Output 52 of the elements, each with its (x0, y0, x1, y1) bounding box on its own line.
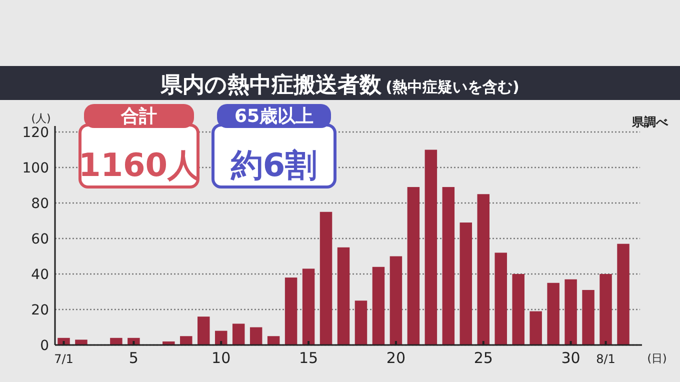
box-elderly: 65歳以上 約6割 (212, 104, 336, 188)
x-tick-label: 25 (474, 349, 493, 367)
y-tick-label: 60 (31, 232, 49, 248)
bar (494, 252, 507, 345)
bar (214, 330, 228, 345)
bar (354, 300, 368, 345)
x-tick-label: 15 (298, 349, 318, 367)
bar (530, 311, 542, 345)
text: 県調べ (631, 115, 669, 129)
y-tick-label: 20 (31, 302, 49, 318)
y-axis-title: (人) (31, 112, 51, 125)
x-tick-label: 30 (561, 349, 580, 367)
bar (600, 274, 612, 345)
bar (110, 338, 122, 345)
bar (372, 266, 385, 345)
x-axis-title: (日) (647, 352, 667, 365)
bar (477, 194, 490, 345)
bar (460, 222, 472, 345)
bar (424, 150, 438, 345)
annotation: 1160人 (78, 146, 201, 184)
bar (337, 247, 350, 345)
bar (232, 324, 245, 345)
y-tick-label: 80 (31, 196, 49, 212)
box-total: 合計 1160人 (78, 104, 200, 188)
chart-title: 県内の熱中症搬送者数 (160, 73, 383, 98)
x-tick-label: 10 (212, 349, 231, 367)
x-tick-label: 20 (386, 349, 406, 367)
bar (407, 187, 420, 345)
bar (250, 327, 262, 345)
y-tick-label: 0 (40, 338, 49, 354)
bar (320, 212, 332, 345)
y-tick-label: 40 (31, 267, 49, 283)
bar (284, 278, 298, 345)
bar (512, 274, 524, 345)
bar (390, 256, 402, 345)
chart-subtitle: (熱中症疑いを含む) (386, 78, 520, 96)
x-tick-label: 7/1 (54, 352, 74, 366)
bar (442, 187, 455, 345)
bar (267, 336, 280, 345)
bar (582, 290, 594, 345)
x-tick-label: 8/1 (596, 352, 616, 366)
bar (547, 282, 560, 345)
annotation: 約6割 (230, 146, 318, 184)
bar (564, 279, 577, 345)
bar (302, 268, 315, 345)
y-tick-label: 120 (22, 125, 49, 141)
y-tick-label: 100 (22, 160, 49, 176)
bar (180, 336, 192, 345)
bar (617, 244, 630, 345)
bar (75, 340, 88, 345)
x-tick-label: 5 (128, 349, 138, 367)
bar (198, 316, 210, 345)
